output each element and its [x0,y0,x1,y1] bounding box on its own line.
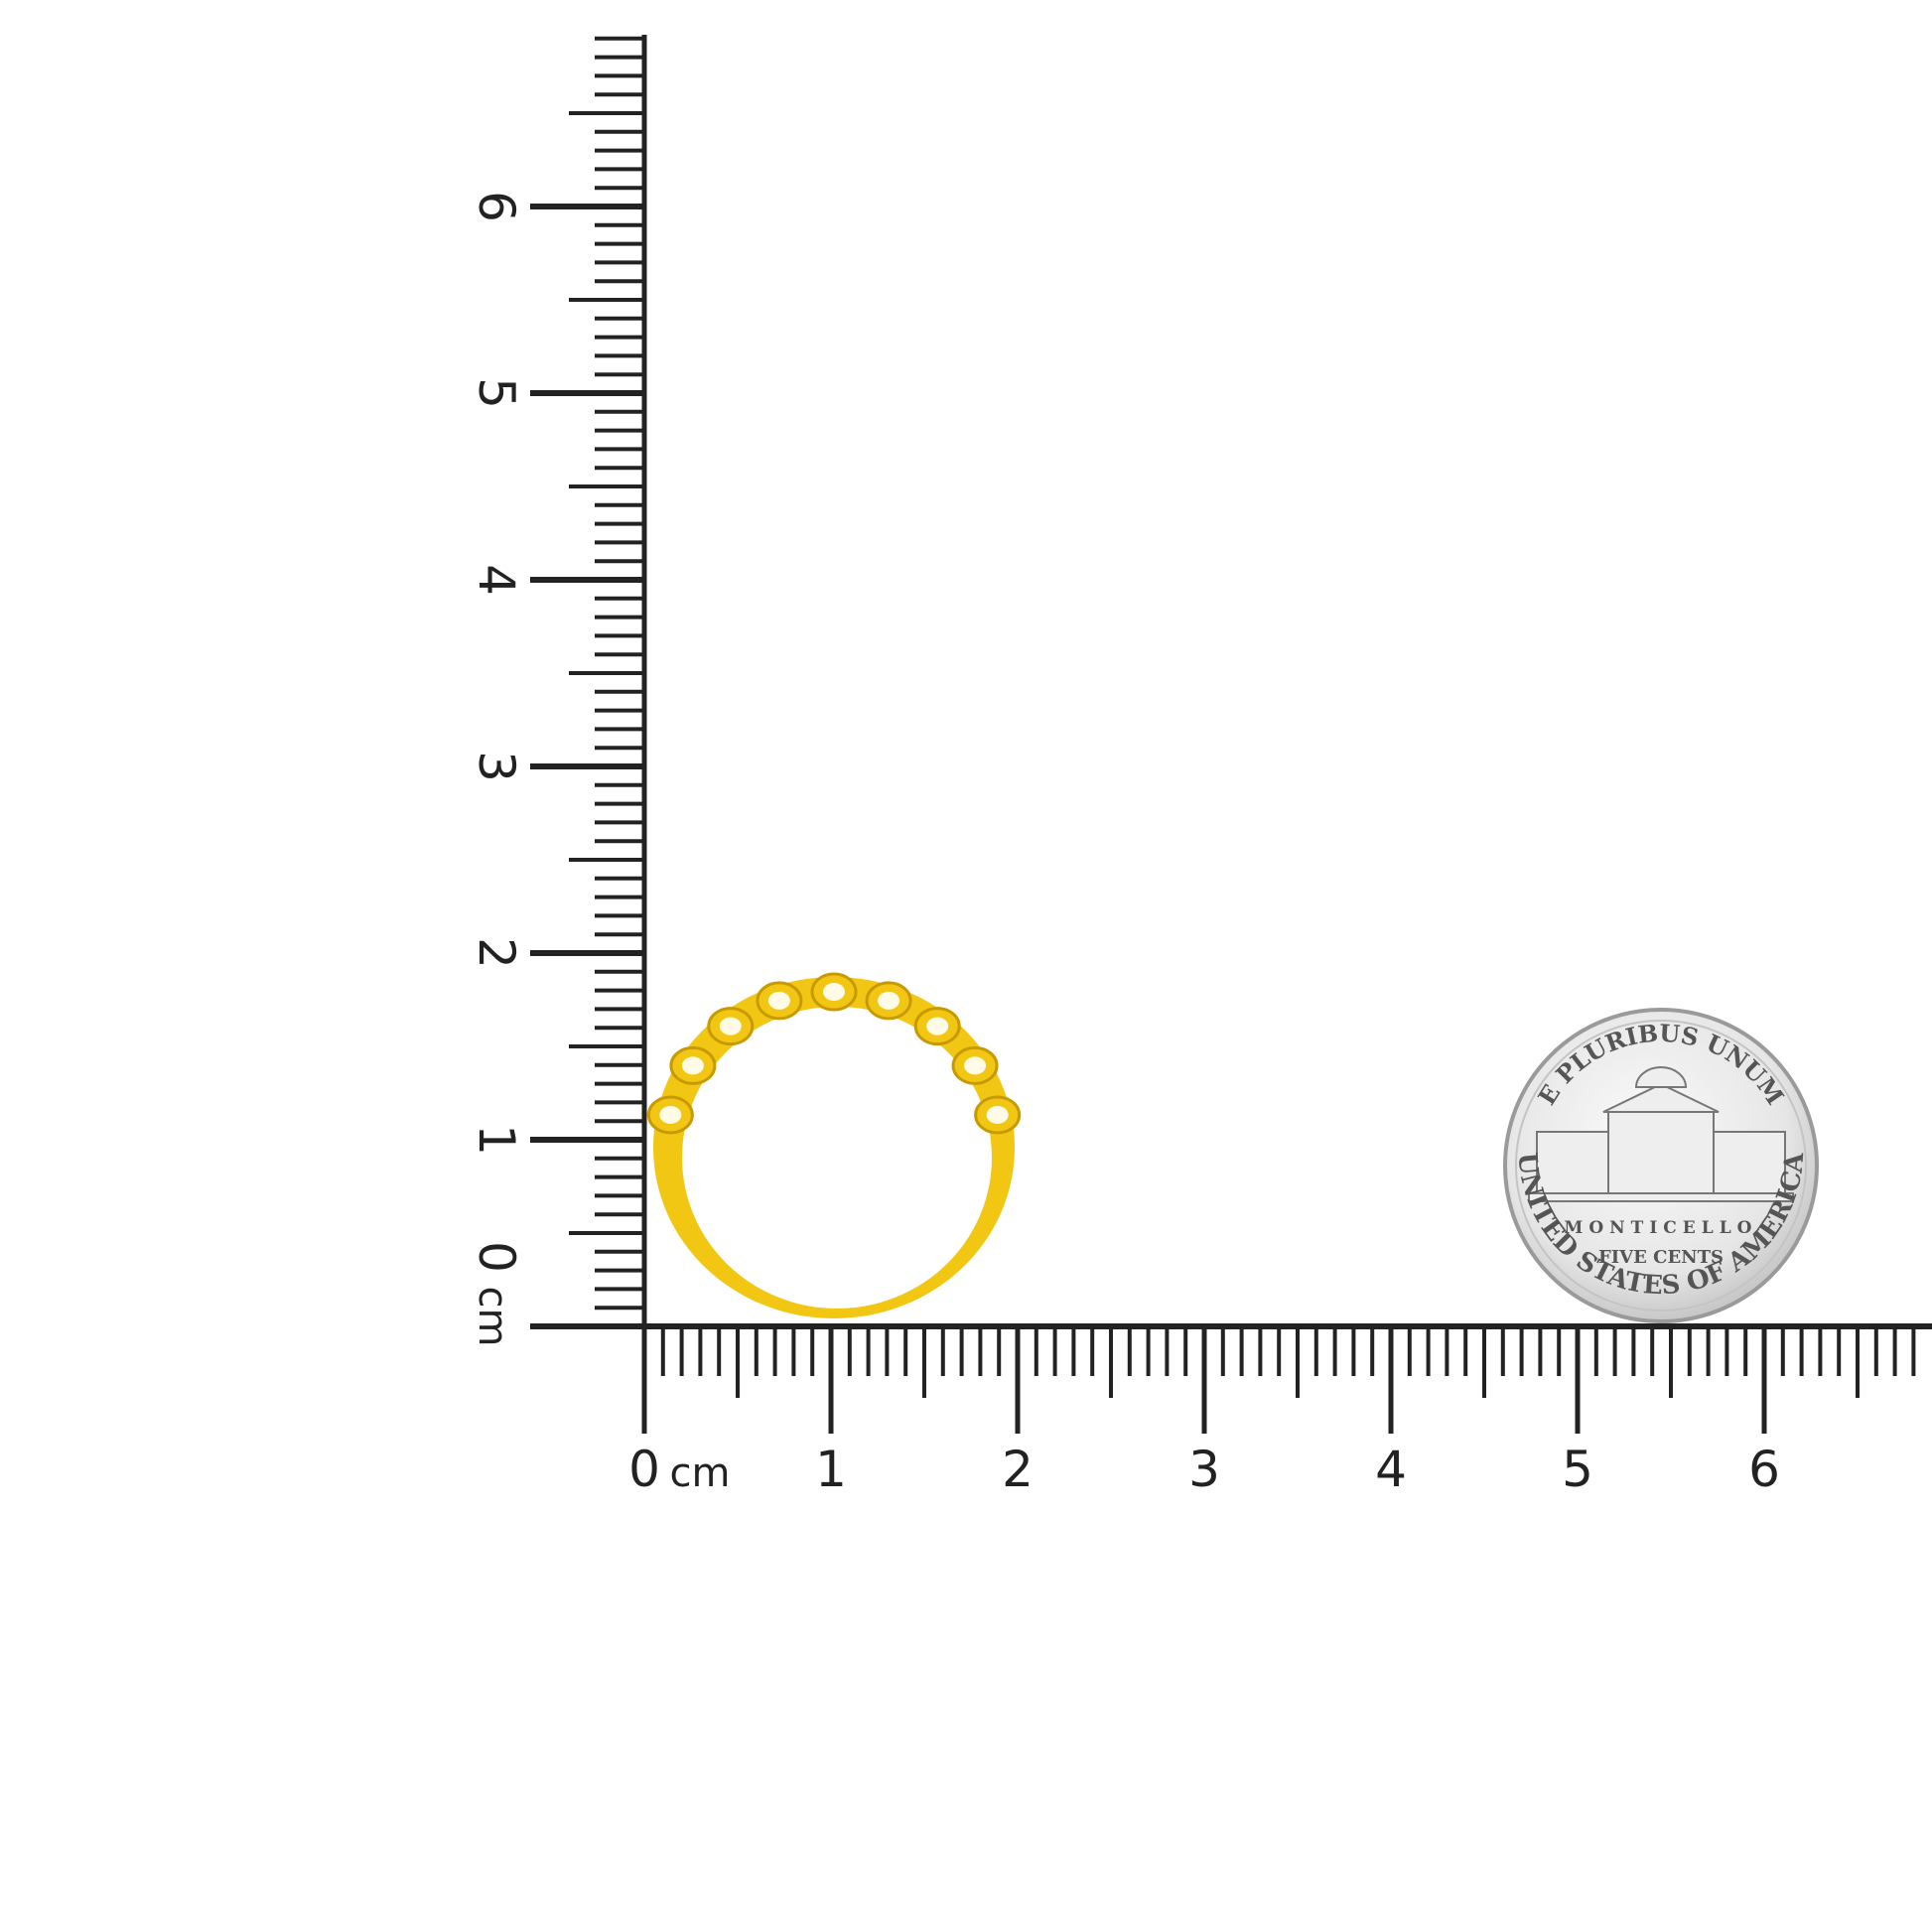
diamond-stone [878,991,900,1010]
monticello-building-icon [1528,1066,1794,1202]
diamond-stone [926,1017,949,1035]
horizontal-ticks [641,1326,1916,1434]
vertical-label: 5 [468,377,525,409]
ring [646,972,1022,1318]
vertical-labels: 0 1 2 3 4 5 6 cm [468,191,525,1346]
diamond-stone [681,1056,704,1075]
diamond-stone [719,1017,742,1035]
horizontal-label: 6 [1748,1441,1780,1498]
diamond-stone [964,1056,987,1075]
diamond-stone [823,983,845,1001]
horizontal-label: 0 [628,1441,660,1498]
horizontal-label: 4 [1375,1441,1407,1498]
horizontal-label: 3 [1188,1441,1220,1498]
coin-building-text: MONTICELLO [1565,1218,1758,1238]
ruler: 0 1 2 3 4 5 6 cm 0 1 2 3 4 5 6 cm [468,35,1932,1498]
horizontal-label: 2 [1002,1441,1034,1498]
vertical-label: 6 [468,191,525,222]
vertical-label: 0 [468,1241,525,1273]
horizontal-unit-label: cm [670,1450,731,1496]
vertical-ticks [530,36,644,1329]
vertical-unit-label: cm [470,1287,515,1347]
coin-value-text: FIVE CENTS [1598,1247,1724,1268]
horizontal-labels: 0 1 2 3 4 5 6 cm [628,1441,1780,1498]
diamond-stone [767,991,790,1010]
horizontal-label: 5 [1562,1441,1593,1498]
nickel-coin: E PLURIBUS UNUM MONTICELLO FIVE CENTS UN… [1503,1008,1819,1323]
ring-band-inner [682,1007,992,1309]
diamond-stone [659,1105,682,1124]
vertical-label: 4 [468,564,525,596]
ring-bezel-settings [646,972,1022,1135]
diamond-stone [986,1105,1009,1124]
vertical-label: 3 [468,751,525,782]
vertical-label: 1 [468,1124,525,1156]
horizontal-label: 1 [815,1441,847,1498]
vertical-label: 2 [468,937,525,969]
